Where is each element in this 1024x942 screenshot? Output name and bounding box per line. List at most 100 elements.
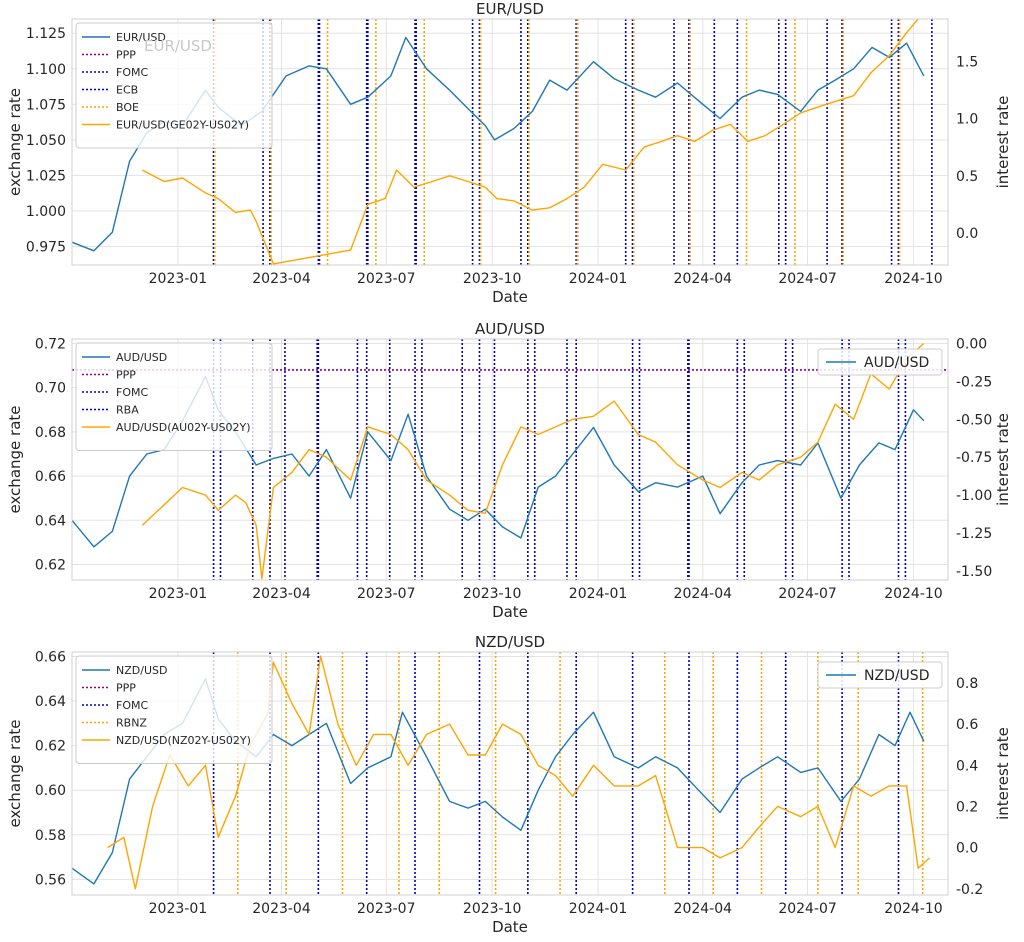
chart-title: NZD/USD: [475, 633, 545, 651]
legend-entry: NZD/USD: [864, 668, 929, 684]
y-tick-label: 0.64: [35, 513, 66, 529]
x-axis-label: Date: [492, 918, 528, 936]
legend-box: [817, 661, 943, 689]
legend-entry: FOMC: [116, 386, 148, 399]
y2-tick-label: 0.6: [956, 717, 978, 733]
x-tick-label: 2024-07: [778, 271, 837, 287]
legend-entry: RBA: [116, 404, 139, 417]
y2-tick-label: -1.25: [956, 526, 992, 542]
y-axis-label: exchange rate: [6, 405, 24, 513]
plot-frame: [71, 18, 949, 266]
y-tick-label: 1.100: [26, 62, 66, 78]
legend-entry: NZD/USD: [116, 664, 167, 677]
x-tick-label: 2023-07: [357, 271, 416, 287]
legend-right: AUD/USD: [817, 348, 943, 376]
legend-entry: FOMC: [116, 66, 148, 79]
y2-tick-label: 0.2: [956, 799, 978, 815]
x-tick-label: 2023-01: [149, 586, 208, 602]
y2-tick-label: -0.25: [956, 374, 992, 390]
y-axis-label: exchange rate: [6, 88, 24, 196]
y2-tick-label: 1.5: [956, 54, 978, 70]
x-axis-label: Date: [492, 603, 528, 621]
legend-entry: PPP: [116, 369, 136, 382]
y-tick-label: 0.66: [35, 649, 66, 665]
y-tick-label: 0.56: [35, 872, 66, 888]
legend-entry: AUD/USD: [116, 351, 167, 364]
legend: AUD/USD PPP FOMC RBA AUD/USD(AU02Y-US02Y): [75, 342, 273, 451]
chart-title: EUR/USD: [476, 0, 544, 18]
legend-right: NZD/USD: [817, 661, 943, 689]
y-tick-label: 0.66: [35, 469, 66, 485]
y2-tick-label: -0.50: [956, 412, 992, 428]
x-tick-label: 2023-04: [252, 901, 311, 917]
y-tick-label: 1.050: [26, 133, 66, 149]
x-tick-label: 2023-04: [252, 586, 311, 602]
y-tick-label: 0.62: [35, 739, 66, 755]
x-tick-label: 2024-04: [674, 586, 733, 602]
x-tick-label: 2024-07: [778, 901, 837, 917]
y2-axis-label: interest rate: [994, 727, 1012, 820]
x-tick-label: 2024-01: [569, 901, 628, 917]
x-tick-label: 2024-04: [674, 901, 733, 917]
y-tick-label: 0.72: [35, 336, 66, 352]
legend-entry: EUR/USD: [116, 31, 166, 44]
x-axis-label: Date: [492, 288, 528, 306]
y2-axis-label: interest rate: [994, 413, 1012, 506]
legend-box: [75, 655, 273, 764]
y2-tick-label: 0.4: [956, 758, 978, 774]
legend-box: [817, 348, 943, 376]
series-line: [141, 342, 925, 580]
plot-frame: [71, 651, 949, 896]
y2-tick-label: 0.8: [956, 676, 978, 692]
legend: EUR/USD PPP FOMC ECB BOE EUR/USD(GE02Y-US02Y): [75, 22, 273, 149]
series-line: [141, 18, 919, 265]
y-tick-label: 1.075: [26, 97, 66, 113]
y2-tick-label: 1.0: [956, 112, 978, 128]
x-tick-label: 2024-04: [674, 271, 733, 287]
legend-entry: PPP: [116, 49, 136, 62]
x-tick-label: 2023-10: [463, 901, 522, 917]
y-axis-label: exchange rate: [6, 719, 24, 827]
y2-tick-label: -0.2: [956, 882, 983, 898]
x-tick-label: 2024-01: [569, 586, 628, 602]
legend: NZD/USD PPP FOMC RBNZ NZD/USD(NZ02Y-US02Y): [75, 655, 273, 764]
y-tick-label: 0.975: [26, 240, 66, 256]
y2-tick-label: -1.00: [956, 488, 992, 504]
legend-entry: BOE: [116, 101, 139, 114]
y2-tick-label: 0.5: [956, 169, 978, 185]
y2-axis-label: interest rate: [994, 96, 1012, 189]
chart-panel-2: 2023-01 2023-04 2023-07 2023-10 2024-01 2024-…: [6, 633, 1012, 936]
y-tick-label: 1.125: [26, 26, 66, 42]
y-tick-label: 0.68: [35, 425, 66, 441]
legend-box: [75, 22, 273, 149]
x-tick-label: 2023-07: [357, 901, 416, 917]
y-tick-label: 0.58: [35, 828, 66, 844]
legend-entry-ghost: EUR/USD: [144, 37, 212, 55]
legend-entry: PPP: [116, 682, 136, 695]
x-tick-label: 2023-10: [463, 586, 522, 602]
x-tick-label: 2024-10: [884, 901, 943, 917]
plot-frame: [71, 338, 949, 581]
legend-entry: ECB: [116, 84, 138, 97]
legend-entry: FOMC: [116, 699, 148, 712]
x-tick-label: 2023-01: [149, 271, 208, 287]
y2-tick-label: -0.75: [956, 450, 992, 466]
x-tick-label: 2023-10: [463, 271, 522, 287]
legend-box: [75, 342, 273, 451]
x-tick-label: 2024-10: [884, 271, 943, 287]
chart-panel-1: 2023-01 2023-04 2023-07 2023-10 2024-01 2024-…: [6, 320, 1012, 621]
y2-tick-label: 0.0: [956, 841, 978, 857]
legend-entry: RBNZ: [116, 717, 147, 730]
legend-entry: AUD/USD: [864, 355, 929, 371]
x-tick-label: 2024-10: [884, 586, 943, 602]
y-tick-label: 0.62: [35, 558, 66, 574]
y-tick-label: 0.64: [35, 694, 66, 710]
chart-title: AUD/USD: [475, 320, 545, 338]
legend-entry: NZD/USD(NZ02Y-US02Y): [116, 734, 251, 747]
x-tick-label: 2024-07: [778, 586, 837, 602]
x-tick-label: 2023-07: [357, 586, 416, 602]
y-tick-label: 1.025: [26, 168, 66, 184]
x-tick-label: 2023-01: [149, 901, 208, 917]
legend-entry: EUR/USD(GE02Y-US02Y): [116, 119, 249, 132]
